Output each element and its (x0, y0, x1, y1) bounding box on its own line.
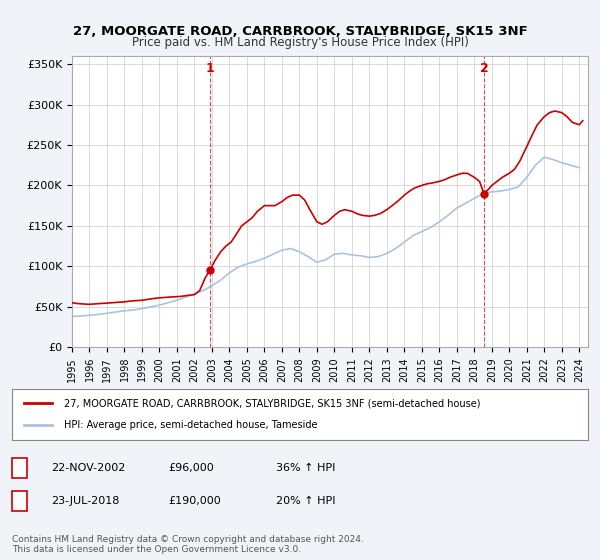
Text: 2: 2 (479, 62, 488, 75)
Text: 27, MOORGATE ROAD, CARRBROOK, STALYBRIDGE, SK15 3NF (semi-detached house): 27, MOORGATE ROAD, CARRBROOK, STALYBRIDG… (64, 398, 481, 408)
Text: 1: 1 (16, 461, 24, 474)
Text: Price paid vs. HM Land Registry's House Price Index (HPI): Price paid vs. HM Land Registry's House … (131, 36, 469, 49)
Text: Contains HM Land Registry data © Crown copyright and database right 2024.
This d: Contains HM Land Registry data © Crown c… (12, 535, 364, 554)
Text: 2: 2 (16, 494, 24, 508)
Text: £96,000: £96,000 (168, 463, 214, 473)
Text: 23-JUL-2018: 23-JUL-2018 (51, 496, 119, 506)
Text: 1: 1 (206, 62, 215, 75)
Text: £190,000: £190,000 (168, 496, 221, 506)
Text: HPI: Average price, semi-detached house, Tameside: HPI: Average price, semi-detached house,… (64, 421, 317, 431)
Text: 22-NOV-2002: 22-NOV-2002 (51, 463, 125, 473)
Text: 36% ↑ HPI: 36% ↑ HPI (276, 463, 335, 473)
Text: 27, MOORGATE ROAD, CARRBROOK, STALYBRIDGE, SK15 3NF: 27, MOORGATE ROAD, CARRBROOK, STALYBRIDG… (73, 25, 527, 38)
Text: 20% ↑ HPI: 20% ↑ HPI (276, 496, 335, 506)
